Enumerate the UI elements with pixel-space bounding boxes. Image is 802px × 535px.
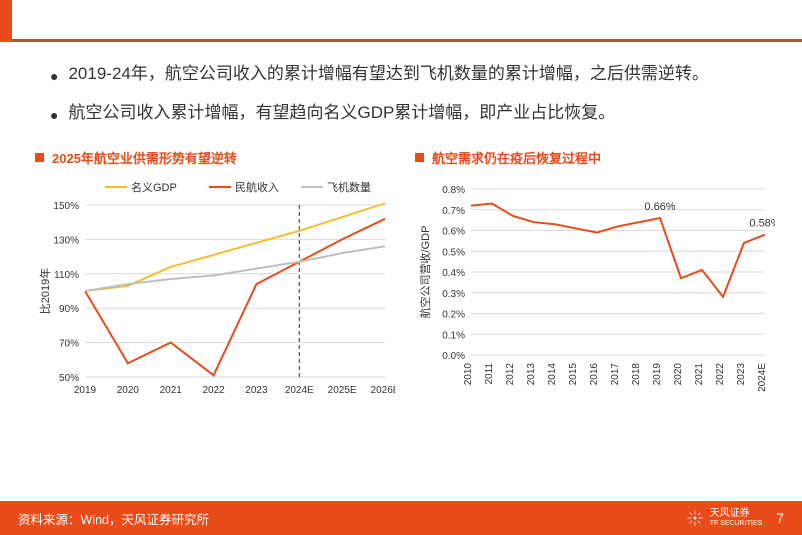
svg-text:2024E: 2024E bbox=[757, 362, 768, 391]
svg-text:130%: 130% bbox=[53, 235, 79, 246]
title-square-icon bbox=[35, 153, 44, 162]
svg-text:0.66%: 0.66% bbox=[644, 201, 675, 213]
svg-text:2010: 2010 bbox=[463, 362, 474, 385]
brand-logo: 天风证券 TF SECURITIES bbox=[686, 509, 763, 527]
svg-text:2016: 2016 bbox=[589, 362, 600, 385]
svg-text:2022: 2022 bbox=[202, 385, 225, 396]
svg-text:0.4%: 0.4% bbox=[442, 268, 465, 279]
svg-text:2011: 2011 bbox=[484, 362, 495, 384]
bullet-text: 航空公司收入累计增幅，有望趋向名义GDP累计增幅，即产业占比恢复。 bbox=[68, 99, 615, 128]
svg-text:2021: 2021 bbox=[694, 362, 705, 385]
bullet-item: ● 2019-24年，航空公司收入的累计增幅有望达到飞机数量的累计增幅，之后供需… bbox=[50, 60, 752, 89]
svg-text:0.6%: 0.6% bbox=[442, 226, 465, 237]
svg-text:2020: 2020 bbox=[673, 362, 684, 385]
footer-right: 天风证券 TF SECURITIES 7 bbox=[686, 509, 784, 527]
svg-text:0.8%: 0.8% bbox=[442, 185, 465, 196]
svg-text:2025E: 2025E bbox=[328, 385, 357, 396]
svg-text:0.1%: 0.1% bbox=[442, 330, 465, 341]
svg-text:50%: 50% bbox=[59, 373, 79, 384]
svg-text:0.2%: 0.2% bbox=[442, 309, 465, 320]
svg-text:2021: 2021 bbox=[160, 385, 183, 396]
svg-text:航空公司营收/GDP: 航空公司营收/GDP bbox=[418, 225, 432, 318]
svg-text:0.0%: 0.0% bbox=[442, 351, 465, 362]
svg-text:2020: 2020 bbox=[117, 385, 140, 396]
chart-left-plot: 名义GDP 民航收入 飞机数量 50% 70% 90% 110% 130% 150% 比2019年… bbox=[35, 177, 395, 407]
svg-text:2017: 2017 bbox=[610, 362, 621, 385]
title-square-icon bbox=[415, 153, 424, 162]
svg-text:民航收入: 民航收入 bbox=[235, 180, 279, 194]
svg-text:0.7%: 0.7% bbox=[442, 206, 465, 217]
svg-text:2012: 2012 bbox=[505, 362, 516, 385]
top-accent-bar bbox=[0, 0, 802, 42]
svg-text:2023: 2023 bbox=[736, 362, 747, 385]
logo-cn: 天风证券 bbox=[710, 509, 763, 520]
svg-text:150%: 150% bbox=[53, 201, 79, 212]
svg-text:90%: 90% bbox=[59, 304, 79, 315]
svg-text:2019: 2019 bbox=[74, 385, 97, 396]
footer-source: 资料来源：Wind，天风证券研究所 bbox=[18, 509, 209, 528]
chart-right-title: 航空需求仍在疫后恢复过程中 bbox=[415, 148, 775, 167]
logo-text: 天风证券 TF SECURITIES bbox=[710, 509, 763, 527]
bullet-dot-icon: ● bbox=[50, 65, 58, 89]
bullet-text: 2019-24年，航空公司收入的累计增幅有望达到飞机数量的累计增幅，之后供需逆转… bbox=[68, 60, 708, 89]
svg-text:飞机数量: 飞机数量 bbox=[327, 180, 371, 194]
svg-text:2024E: 2024E bbox=[285, 385, 314, 396]
svg-text:2015: 2015 bbox=[568, 362, 579, 385]
logo-en: TF SECURITIES bbox=[710, 520, 763, 527]
svg-text:110%: 110% bbox=[54, 270, 79, 281]
svg-text:2013: 2013 bbox=[526, 362, 537, 385]
bullet-dot-icon: ● bbox=[50, 104, 58, 128]
charts-row: 2025年航空业供需形势有望逆转 名义GDP 民航收入 飞机数量 50% 70% 90% 1… bbox=[0, 148, 802, 407]
content-area: ● 2019-24年，航空公司收入的累计增幅有望达到飞机数量的累计增幅，之后供需… bbox=[0, 42, 802, 128]
bullet-item: ● 航空公司收入累计增幅，有望趋向名义GDP累计增幅，即产业占比恢复。 bbox=[50, 99, 752, 128]
chart-right-column: 航空需求仍在疫后恢复过程中 0.0%0.1%0.2%0.3%0.4%0.5%0.… bbox=[415, 148, 775, 407]
chart-left-column: 2025年航空业供需形势有望逆转 名义GDP 民航收入 飞机数量 50% 70% 90% 1… bbox=[35, 148, 395, 407]
chart-right-title-text: 航空需求仍在疫后恢复过程中 bbox=[432, 148, 601, 167]
footer: 资料来源：Wind，天风证券研究所 天风证券 TF SECURITIES 7 bbox=[0, 501, 802, 535]
svg-text:70%: 70% bbox=[59, 338, 79, 349]
svg-text:0.58%: 0.58% bbox=[749, 217, 775, 229]
page-number: 7 bbox=[776, 510, 784, 526]
logo-star-icon bbox=[686, 509, 704, 527]
chart-left-title: 2025年航空业供需形势有望逆转 bbox=[35, 148, 395, 167]
svg-text:2018: 2018 bbox=[631, 362, 642, 385]
chart-right-plot: 0.0% 0.1% 0.2% 0.3% 0.4% 0.5% 0.6% 0.7% 0.8% 航空公司… bbox=[415, 177, 775, 407]
svg-text:2014: 2014 bbox=[547, 362, 558, 385]
svg-text:比2019年: 比2019年 bbox=[38, 268, 52, 314]
svg-text:0.5%: 0.5% bbox=[442, 247, 465, 258]
svg-text:名义GDP: 名义GDP bbox=[131, 180, 177, 194]
svg-text:2022: 2022 bbox=[715, 362, 726, 385]
chart-left-title-text: 2025年航空业供需形势有望逆转 bbox=[52, 148, 237, 167]
svg-text:2023: 2023 bbox=[245, 385, 268, 396]
svg-text:0.3%: 0.3% bbox=[442, 289, 465, 300]
svg-text:2019: 2019 bbox=[652, 362, 663, 385]
svg-text:2026E: 2026E bbox=[371, 385, 395, 396]
